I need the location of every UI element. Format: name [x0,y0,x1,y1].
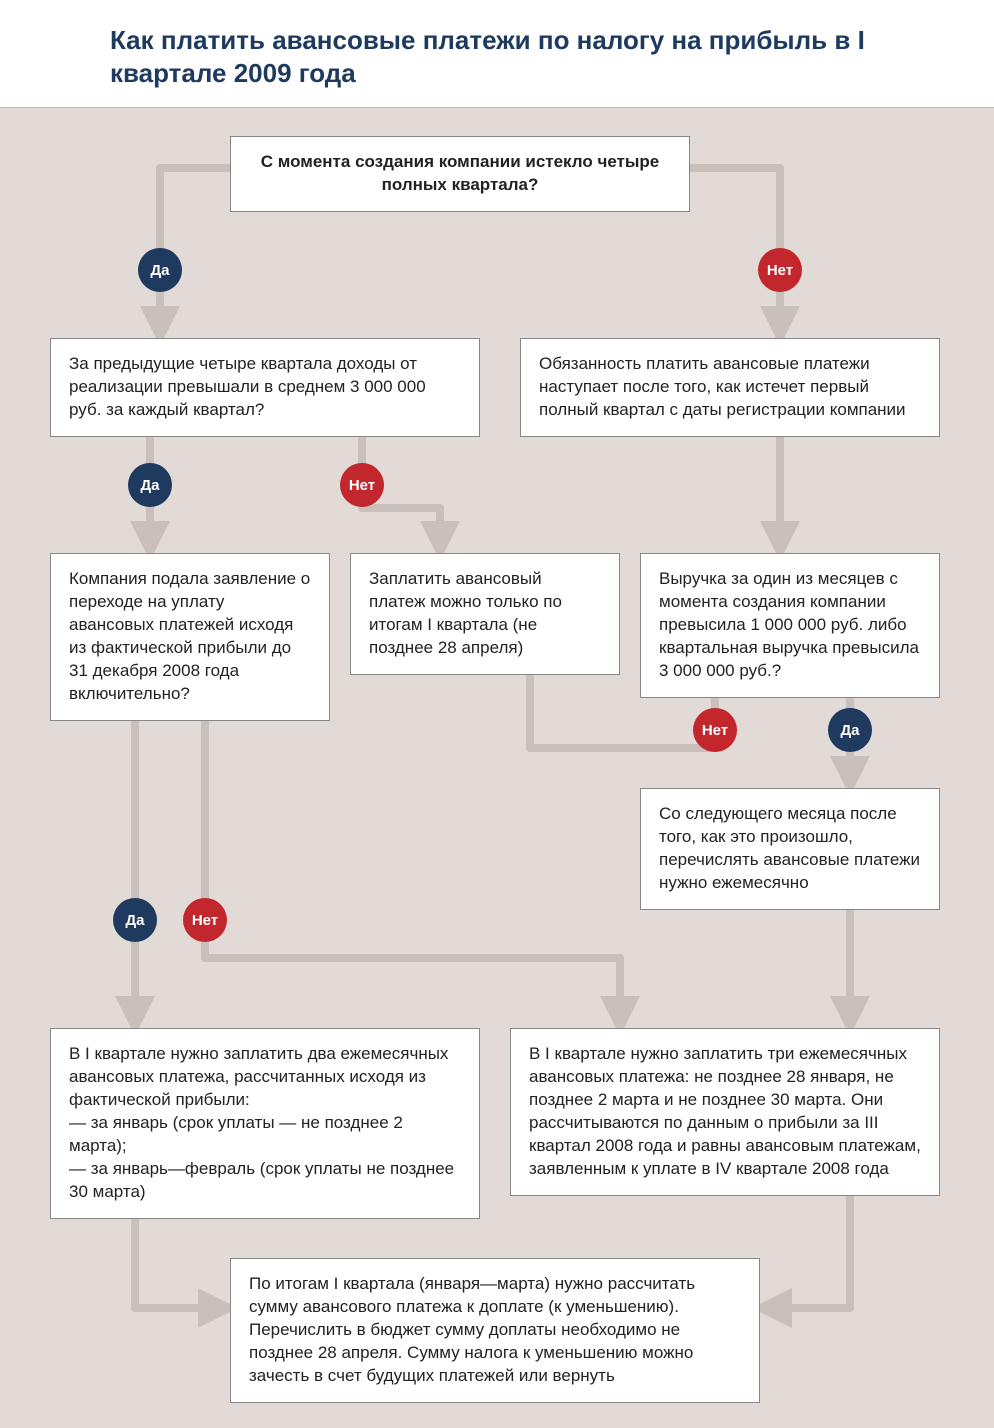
node-n1: Обязанность платить авансовые платежи на… [520,338,940,437]
flowchart-canvas: С момента создания компании истекло четы… [0,108,994,1428]
node-r2: В I квартале нужно заплатить три ежемеся… [510,1028,940,1196]
badge-yes-6: Да [113,898,157,942]
badge-no-7: Нет [183,898,227,942]
badge-yes-2: Да [128,463,172,507]
node-q4: Выручка за один из месяцев с момента соз… [640,553,940,698]
node-n2: Заплатить авансовый платеж можно только … [350,553,620,675]
node-r1: В I квартале нужно заплатить два ежемеся… [50,1028,480,1219]
header: Как платить авансовые платежи по налогу … [0,0,994,108]
node-q1: С момента создания компании истекло четы… [230,136,690,212]
page-title: Как платить авансовые платежи по налогу … [110,24,954,89]
badge-no-1: Нет [758,248,802,292]
node-q3: Компания подала заявление о переходе на … [50,553,330,721]
badge-no-3: Нет [340,463,384,507]
badge-yes-0: Да [138,248,182,292]
node-n3: Со следующего месяца после того, как это… [640,788,940,910]
node-r3: По итогам I квартала (января—марта) нужн… [230,1258,760,1403]
connectors [0,108,994,1428]
node-q2: За предыдущие четыре квартала доходы от … [50,338,480,437]
badge-yes-5: Да [828,708,872,752]
badge-no-4: Нет [693,708,737,752]
